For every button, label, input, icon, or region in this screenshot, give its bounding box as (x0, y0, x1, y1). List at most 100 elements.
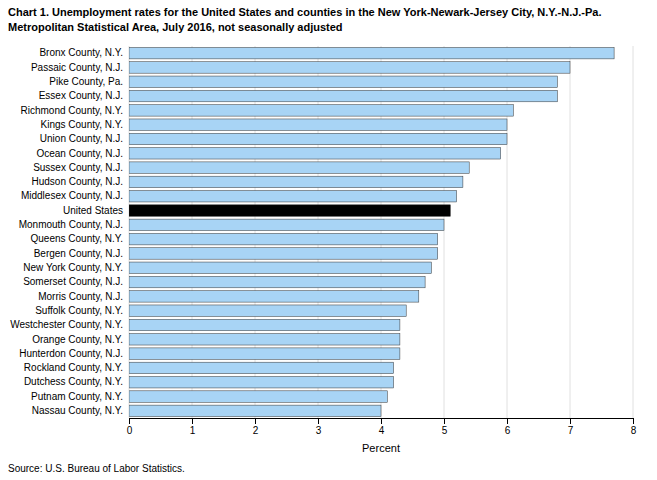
y-tick: United States (63, 205, 123, 216)
y-tick-label: United States (63, 205, 123, 216)
y-tick: Sussex County, N.J. (33, 162, 123, 173)
y-tick: Essex County, N.J. (39, 90, 123, 101)
title-group: Chart 1. Unemployment rates for the Unit… (8, 6, 602, 33)
y-tick-label: Queens County, N.Y. (31, 233, 123, 244)
y-tick-label: Rockland County, N.Y. (24, 362, 123, 373)
y-tick: Ocean County, N.J. (36, 148, 123, 159)
y-tick: Monmouth County, N.J. (19, 219, 123, 230)
x-axis: 012345678 (127, 418, 637, 436)
y-tick: Bronx County, N.Y. (39, 47, 123, 58)
y-tick-label: Bronx County, N.Y. (39, 47, 123, 58)
bar (129, 205, 450, 216)
y-tick: Kings County, N.Y. (41, 119, 123, 130)
x-tick-mark (633, 418, 634, 424)
y-tick-label: Sussex County, N.J. (33, 162, 123, 173)
bar (129, 276, 425, 287)
bar (129, 191, 457, 202)
bar (129, 219, 444, 230)
x-tick-mark (318, 418, 319, 424)
bar (129, 162, 469, 173)
x-tick-label: 5 (442, 425, 448, 436)
plot: 012345678Nassau County, N.Y.Putnam Count… (10, 46, 637, 454)
grid-line (570, 46, 571, 418)
y-tick-label: Orange County, N.Y. (32, 334, 123, 345)
bar (129, 62, 570, 73)
x-tick: 8 (631, 418, 637, 436)
y-tick: Rockland County, N.Y. (24, 362, 123, 373)
y-tick-label: Ocean County, N.J. (36, 148, 123, 159)
y-tick: Hunterdon County, N.J. (19, 348, 123, 359)
x-tick: 7 (568, 418, 574, 436)
y-tick-label: New York County, N.Y. (23, 262, 123, 273)
bar (129, 133, 507, 144)
y-tick-label: Hudson County, N.J. (31, 176, 123, 187)
bar (129, 76, 557, 87)
bar (129, 90, 557, 101)
grid-line (633, 46, 634, 418)
y-tick-label: Passaic County, N.J. (31, 62, 123, 73)
bars (129, 47, 614, 416)
bar (129, 319, 400, 330)
y-tick: Bergen County, N.J. (34, 248, 123, 259)
y-tick-label: Union County, N.J. (40, 133, 123, 144)
x-axis-line (130, 419, 634, 425)
bar (129, 291, 419, 302)
y-tick-label: Westchester County, N.Y. (10, 319, 123, 330)
y-tick: Somerset County, N.J. (23, 276, 123, 287)
y-tick-label: Richmond County, N.Y. (21, 105, 123, 116)
y-tick-label: Dutchess County, N.Y. (24, 376, 123, 387)
bar (129, 305, 406, 316)
bar (129, 248, 438, 259)
y-tick: Dutchess County, N.Y. (24, 376, 123, 387)
bar (129, 176, 463, 187)
y-tick-label: Hunterdon County, N.J. (19, 348, 123, 359)
y-tick-label: Somerset County, N.J. (23, 276, 123, 287)
y-tick: Morris County, N.J. (38, 291, 123, 302)
bar (129, 105, 513, 116)
y-tick: Union County, N.J. (40, 133, 123, 144)
x-tick-label: 7 (568, 425, 574, 436)
y-tick: Pike County, Pa. (49, 76, 123, 87)
source: Source: U.S. Bureau of Labor Statistics. (8, 463, 185, 474)
bar (129, 391, 387, 402)
x-tick-mark (129, 418, 130, 424)
y-tick: Passaic County, N.J. (31, 62, 123, 73)
x-tick: 0 (127, 418, 133, 436)
x-tick-label: 8 (631, 425, 637, 436)
y-tick: New York County, N.Y. (23, 262, 123, 273)
bar (129, 334, 400, 345)
bar (129, 148, 501, 159)
x-tick-label: 3 (316, 425, 322, 436)
subtitle: Metropolitan Statistical Area, July 2016… (8, 21, 343, 33)
y-tick-label: Putnam County, N.Y. (31, 391, 123, 402)
y-tick: Nassau County, N.Y. (32, 405, 123, 416)
y-axis: Nassau County, N.Y. Putnam County, N.Y. Du… (10, 47, 123, 416)
bar (129, 119, 507, 130)
bar (129, 348, 400, 359)
x-tick-mark (255, 418, 256, 424)
x-axis-title: Percent (362, 442, 400, 454)
y-tick-label: Kings County, N.Y. (41, 119, 123, 130)
x-tick-mark (381, 418, 382, 424)
x-tick: 5 (442, 418, 448, 436)
x-tick-mark (507, 418, 508, 424)
y-tick-label: Monmouth County, N.J. (19, 219, 123, 230)
y-tick-label: Bergen County, N.J. (34, 248, 123, 259)
x-tick-mark (192, 418, 193, 424)
x-tick: 1 (190, 418, 196, 436)
x-tick: 3 (316, 418, 322, 436)
bar (129, 47, 614, 58)
title: Chart 1. Unemployment rates for the Unit… (8, 6, 602, 18)
grid (129, 46, 633, 418)
y-tick-label: Essex County, N.J. (39, 90, 123, 101)
x-tick: 4 (379, 418, 385, 436)
x-tick-label: 2 (253, 425, 259, 436)
y-tick: Orange County, N.Y. (32, 334, 123, 345)
y-tick: Putnam County, N.Y. (31, 391, 123, 402)
x-tick-mark (570, 418, 571, 424)
chart: Chart 1. Unemployment rates for the Unit… (0, 0, 657, 480)
y-tick-label: Morris County, N.J. (38, 291, 123, 302)
y-tick: Suffolk County, N.Y. (35, 305, 123, 316)
bar (129, 405, 381, 416)
y-tick-label: Suffolk County, N.Y. (35, 305, 123, 316)
